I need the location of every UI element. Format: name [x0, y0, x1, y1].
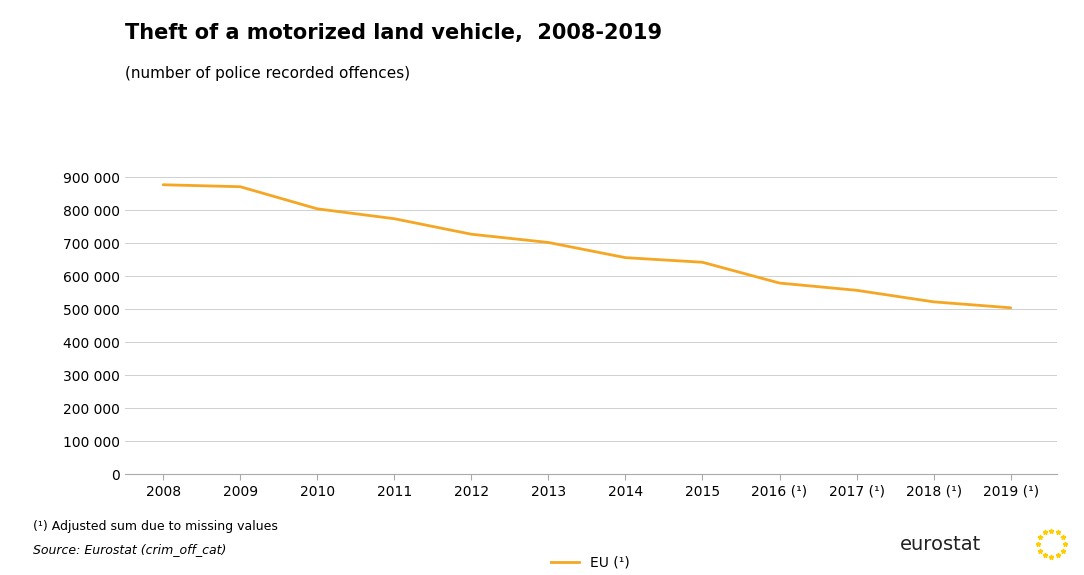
- Legend: EU (¹): EU (¹): [546, 550, 635, 575]
- Text: Source: Eurostat (crim_off_cat): Source: Eurostat (crim_off_cat): [33, 543, 225, 557]
- Text: (¹) Adjusted sum due to missing values: (¹) Adjusted sum due to missing values: [33, 520, 278, 534]
- Text: eurostat: eurostat: [900, 535, 981, 554]
- Text: (number of police recorded offences): (number of police recorded offences): [125, 66, 410, 81]
- Text: Theft of a motorized land vehicle,  2008-2019: Theft of a motorized land vehicle, 2008-…: [125, 23, 662, 43]
